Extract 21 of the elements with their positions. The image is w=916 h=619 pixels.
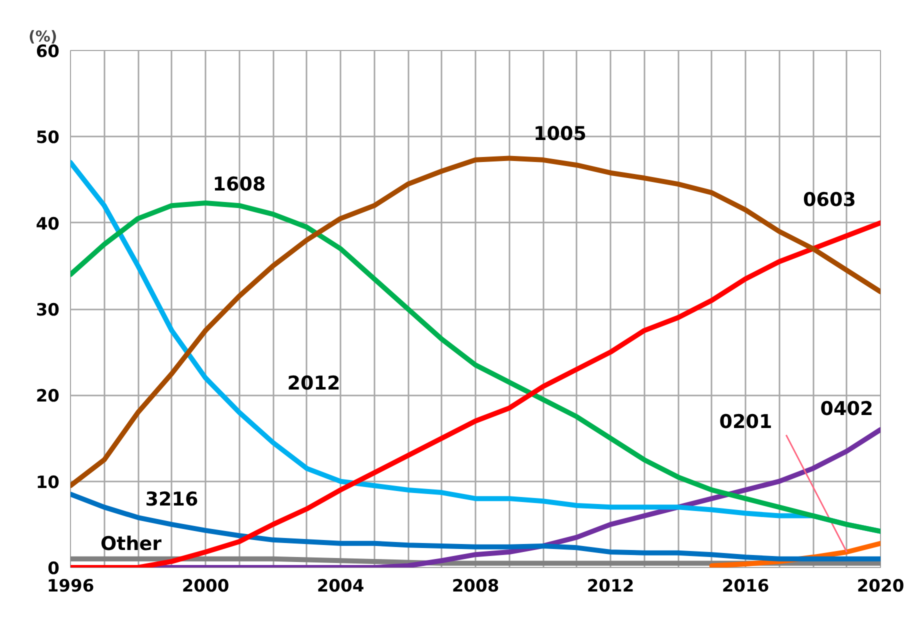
text: 0201 — [719, 410, 772, 433]
y-tick-label: 0 — [48, 559, 60, 579]
x-tick-label: 2000 — [182, 576, 230, 596]
series-label: 0603 — [803, 188, 856, 211]
y-tick-label: 30 — [36, 300, 60, 320]
x-tick-label: 1996 — [46, 576, 94, 596]
y-tick-label: 50 — [36, 128, 60, 148]
series-label: 1005 — [534, 122, 586, 145]
x-tick-label: 2008 — [452, 576, 500, 596]
x-tick-label: 2020 — [856, 576, 904, 596]
x-tick-label: 2004 — [316, 576, 364, 596]
text: 2012 — [287, 372, 340, 394]
series-label: 0402 — [820, 398, 874, 420]
series-label: 3216 — [145, 488, 198, 510]
y-tick-label: 10 — [36, 472, 60, 493]
x-tick-label: 2012 — [586, 576, 634, 596]
series-label: Other — [100, 532, 162, 555]
series-label: 1608 — [212, 174, 266, 196]
y-tick-label: 40 — [36, 214, 60, 234]
y-tick-label: 20 — [36, 386, 60, 407]
x-tick-label: 2016 — [722, 576, 770, 596]
